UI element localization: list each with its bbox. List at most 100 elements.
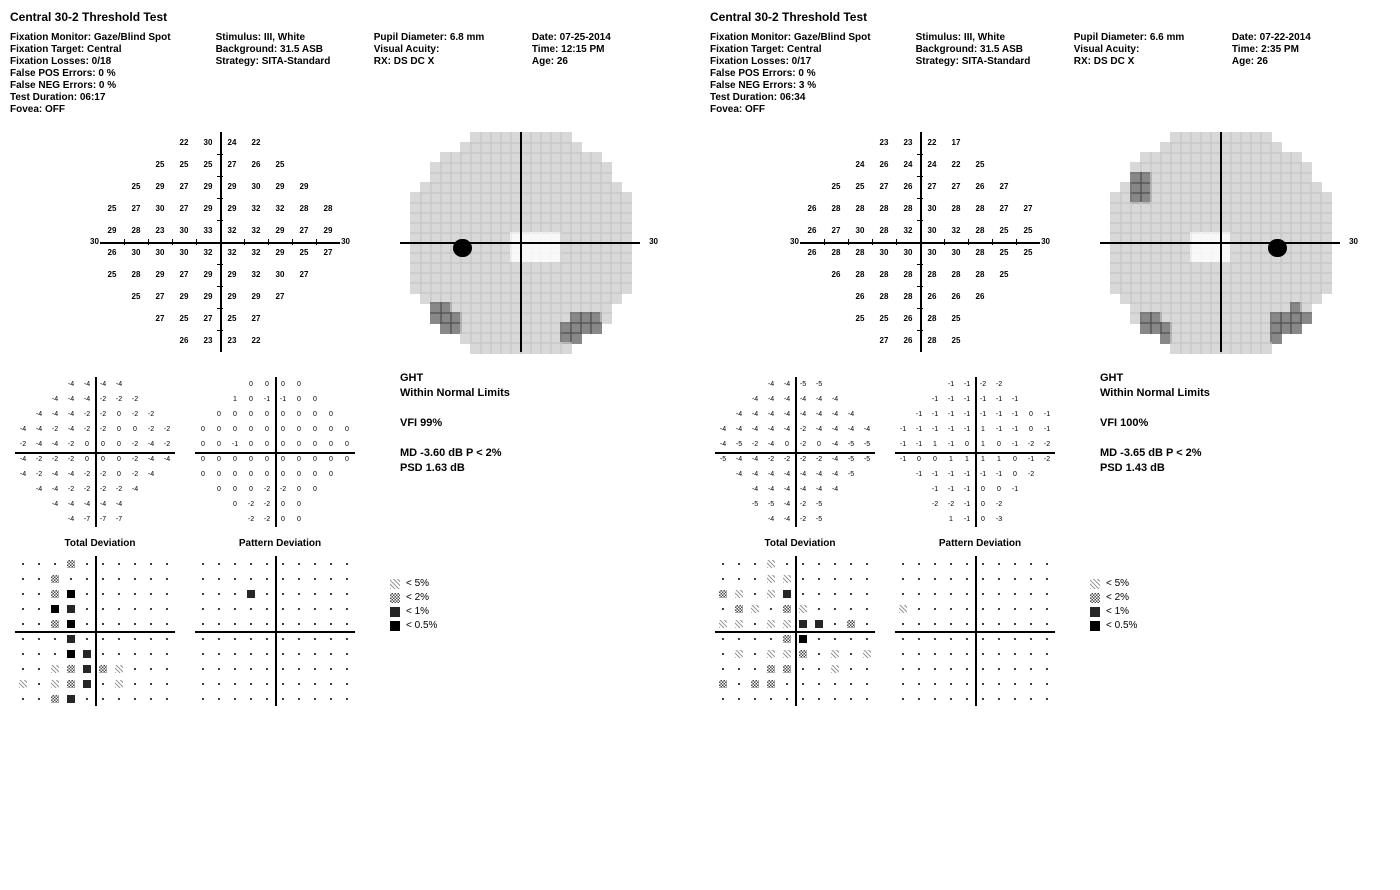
prob-symbol — [979, 635, 987, 643]
deviation-value: -2 — [927, 501, 943, 508]
prob-symbol — [751, 635, 759, 643]
prob-symbol — [963, 560, 971, 568]
prob-symbol — [327, 590, 335, 598]
prob-symbol — [899, 650, 907, 658]
prob-symbol — [783, 635, 791, 643]
prob-symbol — [115, 605, 123, 613]
deviation-value: -7 — [95, 516, 111, 523]
prob-symbol — [99, 635, 107, 643]
threshold-value: 25 — [221, 314, 243, 323]
deviation-value: 0 — [227, 411, 243, 418]
prob-symbol — [947, 620, 955, 628]
threshold-value: 28 — [125, 270, 147, 279]
prob-symbol — [735, 665, 743, 673]
prob-symbol — [199, 665, 207, 673]
deviation-value: -5 — [747, 501, 763, 508]
deviation-value: -2 — [259, 486, 275, 493]
deviation-value: -2 — [259, 516, 275, 523]
deviation-value: 0 — [211, 456, 227, 463]
prob-symbol — [131, 620, 139, 628]
prob-symbol — [1043, 635, 1051, 643]
prob-symbol — [99, 680, 107, 688]
prob-symbol — [1011, 680, 1019, 688]
threshold-value: 29 — [269, 226, 291, 235]
prob-symbol — [215, 620, 223, 628]
deviation-value: -2 — [143, 411, 159, 418]
prob-symbol — [735, 620, 743, 628]
threshold-value: 32 — [897, 226, 919, 235]
prob-symbol — [199, 620, 207, 628]
prob-symbol — [799, 695, 807, 703]
threshold-value: 28 — [921, 314, 943, 323]
prob-symbol — [899, 695, 907, 703]
prob-symbol — [327, 635, 335, 643]
deviation-value: -1 — [943, 471, 959, 478]
threshold-value: 22 — [921, 138, 943, 147]
prob-symbol — [199, 680, 207, 688]
meta-col: Pupil Diameter: 6.8 mmVisual Acuity:RX: … — [374, 32, 532, 116]
threshold-value: 25 — [173, 314, 195, 323]
meta-line: Age: 26 — [1232, 56, 1390, 67]
deviation-value: 1 — [959, 456, 975, 463]
threshold-value: 29 — [101, 226, 123, 235]
deviation-value: -2 — [95, 411, 111, 418]
deviation-value: -2 — [111, 396, 127, 403]
threshold-value: 22 — [245, 336, 267, 345]
meta-row: Fixation Monitor: Gaze/Blind SpotFixatio… — [710, 32, 1390, 116]
threshold-value: 24 — [221, 138, 243, 147]
deviation-value: 0 — [323, 441, 339, 448]
deviation-value: -4 — [763, 426, 779, 433]
deviation-value: 0 — [227, 501, 243, 508]
prob-symbol — [815, 635, 823, 643]
threshold-value: 27 — [245, 314, 267, 323]
prob-symbol — [51, 695, 59, 703]
prob-symbol — [1027, 665, 1035, 673]
deviation-value: -5 — [843, 456, 859, 463]
threshold-value: 25 — [1017, 248, 1039, 257]
deviation-value: -1 — [1039, 426, 1055, 433]
prob-symbol — [131, 665, 139, 673]
prob-symbol — [99, 665, 107, 673]
prob-symbol — [231, 620, 239, 628]
left-eye-report: Central 30-2 Threshold TestFixation Moni… — [10, 10, 690, 711]
prob-symbol — [67, 620, 75, 628]
meta-line: Date: 07-22-2014 — [1232, 32, 1390, 43]
total-deviation-grid: -4-4-5-5-4-4-4-4-4-4-4-4-4-4-4-4-4-4-4-4… — [710, 372, 880, 532]
threshold-value: 28 — [125, 226, 147, 235]
prob-symbol — [51, 635, 59, 643]
legend-row: < 5% — [1090, 578, 1137, 589]
prob-symbol — [847, 665, 855, 673]
deviation-value: -4 — [747, 411, 763, 418]
prob-symbol — [343, 605, 351, 613]
deviation-value: -4 — [159, 456, 175, 463]
prob-symbol — [947, 605, 955, 613]
deviation-value: -4 — [827, 456, 843, 463]
deviation-section: -4-4-5-5-4-4-4-4-4-4-4-4-4-4-4-4-4-4-4-4… — [710, 372, 1390, 532]
prob-symbol — [1043, 680, 1051, 688]
test-title: Central 30-2 Threshold Test — [710, 10, 1390, 24]
threshold-value: 26 — [801, 248, 823, 257]
prob-symbol — [247, 695, 255, 703]
prob-symbol — [751, 560, 759, 568]
deviation-value: 0 — [275, 441, 291, 448]
total-deviation-title: Total Deviation — [10, 538, 190, 549]
prob-symbol — [327, 560, 335, 568]
prob-symbol — [19, 620, 27, 628]
prob-symbol — [51, 605, 59, 613]
prob-symbol — [115, 635, 123, 643]
threshold-value: 27 — [945, 182, 967, 191]
deviation-value: -4 — [143, 471, 159, 478]
prob-symbol — [979, 620, 987, 628]
deviation-value: 0 — [227, 471, 243, 478]
prob-symbol — [995, 665, 1003, 673]
deviation-value: 0 — [1023, 426, 1039, 433]
threshold-value: 29 — [149, 270, 171, 279]
prob-symbol — [979, 695, 987, 703]
deviation-value: 0 — [291, 516, 307, 523]
prob-symbol — [767, 575, 775, 583]
deviation-value: -7 — [79, 516, 95, 523]
meta-line: Stimulus: III, White — [216, 32, 374, 43]
legend-row: < 5% — [390, 578, 437, 589]
prob-symbol — [51, 620, 59, 628]
deviation-value: 0 — [1007, 456, 1023, 463]
